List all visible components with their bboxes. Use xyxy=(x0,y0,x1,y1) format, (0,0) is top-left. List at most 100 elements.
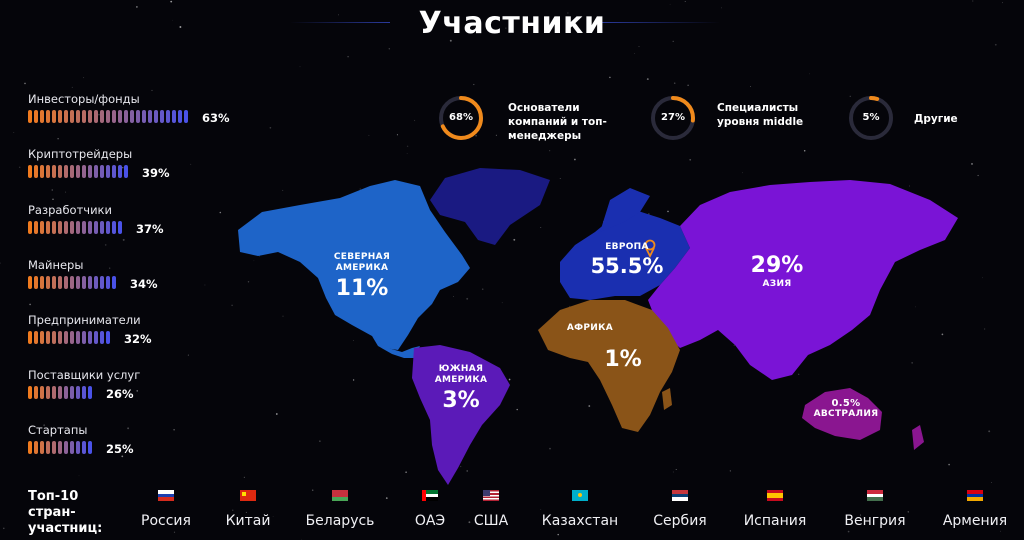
bar-tick xyxy=(34,331,38,344)
country-name: ОАЭ xyxy=(414,513,446,529)
bar-tick xyxy=(100,221,104,234)
europe-shape xyxy=(560,210,690,300)
page-title: Участники xyxy=(418,6,606,41)
category-label: Майнеры xyxy=(28,258,84,272)
top10-heading: Топ-10 стран- участниц: xyxy=(28,489,103,536)
bar-tick xyxy=(70,221,74,234)
bar-tick xyxy=(94,221,98,234)
bar-tick xyxy=(100,331,104,344)
africa-shape xyxy=(538,300,680,432)
australia-shape xyxy=(802,388,882,440)
bar-tick xyxy=(28,441,32,454)
bar-tick xyxy=(34,276,38,289)
bar-tick xyxy=(112,276,116,289)
bar-tick xyxy=(40,165,44,178)
country-name: Венгрия xyxy=(844,513,906,529)
bar-tick xyxy=(40,221,44,234)
greenland-shape xyxy=(430,168,550,245)
bar-tick xyxy=(40,110,44,123)
bar-tick xyxy=(58,110,62,123)
country-name: США xyxy=(473,513,509,529)
category-bar xyxy=(28,331,110,345)
category-startups: Стартапы 25% xyxy=(28,423,368,463)
stat-value: 27% xyxy=(661,112,685,123)
category-label: Поставщики услуг xyxy=(28,368,141,382)
category-bar xyxy=(28,221,122,235)
bar-tick xyxy=(34,386,38,399)
bar-tick xyxy=(100,276,104,289)
bar-tick xyxy=(40,331,44,344)
stat-others: 5% Другие xyxy=(848,95,978,145)
region-label-asia: 29% АЗИЯ xyxy=(750,253,804,289)
bar-tick xyxy=(82,221,86,234)
category-label: Криптотрейдеры xyxy=(28,147,133,161)
bar-tick xyxy=(52,441,56,454)
bar-tick xyxy=(52,331,56,344)
bar-tick xyxy=(82,441,86,454)
hungary-flag-icon xyxy=(867,490,883,501)
bar-tick xyxy=(34,441,38,454)
stat-description: Специалисты уровня middle xyxy=(717,102,804,128)
spain-flag-icon xyxy=(767,490,783,501)
bar-tick xyxy=(166,110,170,123)
bar-tick xyxy=(64,276,68,289)
bar-tick xyxy=(106,165,110,178)
bar-tick xyxy=(52,221,56,234)
category-bar xyxy=(28,110,188,124)
armenia-flag-icon xyxy=(967,490,983,501)
madagascar-shape xyxy=(662,388,672,410)
kazakhstan-flag-icon xyxy=(572,490,588,501)
bar-tick xyxy=(136,110,140,123)
bar-tick xyxy=(88,276,92,289)
bar-tick xyxy=(46,441,50,454)
bar-tick xyxy=(184,110,188,123)
bar-tick xyxy=(112,165,116,178)
country-name: Китай xyxy=(225,513,271,529)
bar-tick xyxy=(34,165,38,178)
bar-tick xyxy=(76,110,80,123)
stat-description: Основатели компаний и топ-менеджеры xyxy=(508,102,607,142)
bar-tick xyxy=(106,331,110,344)
bar-tick xyxy=(52,110,56,123)
bar-tick xyxy=(112,110,116,123)
category-label: Разработчики xyxy=(28,203,112,217)
category-bar xyxy=(28,386,92,400)
bar-tick xyxy=(76,221,80,234)
bar-tick xyxy=(28,110,32,123)
bar-tick xyxy=(58,331,62,344)
bar-tick xyxy=(58,165,62,178)
bar-tick xyxy=(76,331,80,344)
bar-tick xyxy=(82,165,86,178)
bar-tick xyxy=(70,165,74,178)
category-label: Инвесторы/фонды xyxy=(28,92,140,106)
bar-tick xyxy=(88,110,92,123)
country-serbia: Сербия xyxy=(635,490,725,529)
bar-tick xyxy=(28,276,32,289)
bar-tick xyxy=(34,221,38,234)
region-label-north-america: СЕВЕРНАЯ АМЕРИКА 11% xyxy=(333,252,391,301)
new-zealand-shape xyxy=(912,425,924,450)
bar-tick xyxy=(58,441,62,454)
category-bar xyxy=(28,441,92,455)
country-kazakhstan: Казахстан xyxy=(535,490,625,529)
bar-tick xyxy=(160,110,164,123)
progress-ring xyxy=(439,96,483,140)
region-value-africa: 1% xyxy=(604,347,642,372)
bar-tick xyxy=(70,441,74,454)
category-crypto-traders: Криптотрейдеры 39% xyxy=(28,147,368,187)
bar-tick xyxy=(82,110,86,123)
bar-tick xyxy=(58,276,62,289)
bar-tick xyxy=(172,110,176,123)
bar-tick xyxy=(46,221,50,234)
bar-tick xyxy=(46,110,50,123)
category-miners: Майнеры 34% xyxy=(28,258,368,298)
country-name: Армения xyxy=(942,513,1008,529)
bar-tick xyxy=(64,165,68,178)
bar-tick xyxy=(64,441,68,454)
category-service-providers: Поставщики услуг 26% xyxy=(28,368,368,408)
bar-tick xyxy=(94,331,98,344)
bar-tick xyxy=(142,110,146,123)
bar-tick xyxy=(70,386,74,399)
bar-tick xyxy=(154,110,158,123)
